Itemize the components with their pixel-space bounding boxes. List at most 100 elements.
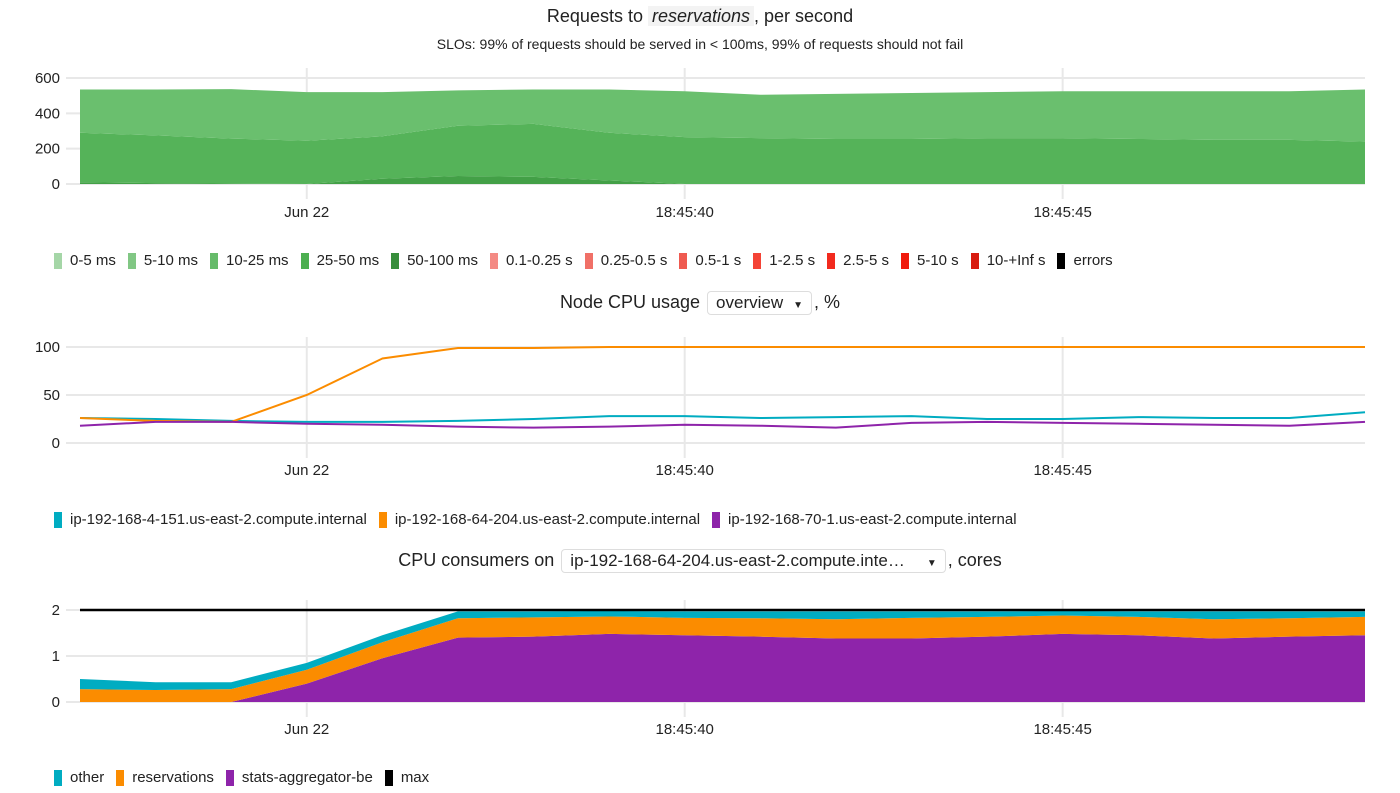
title-suffix: , % [814,292,841,312]
requests-chart-title: Requests to reservations, per second [0,6,1400,27]
legend-swatch [54,769,62,786]
legend-item[interactable]: stats-aggregator-be [225,769,373,786]
requests-legend: 0-5 ms 5-10 ms 10-25 ms 25-50 ms 50-100 ms 0.… [54,252,1125,269]
legend-label: 5-10 s [916,252,959,269]
node-cpu-selector[interactable]: overview ▼ [707,291,813,315]
node-selector[interactable]: ip-192-168-64-204.us-east-2.compute.inte… [561,549,946,573]
legend-label: ip-192-168-64-204.us-east-2.compute.inte… [394,511,701,528]
legend-swatch [679,252,688,269]
area-10-25-ms [80,89,1365,142]
area-50-100-ms [80,176,1365,184]
legend-swatch [378,511,387,528]
legend-label: 0-5 ms [70,252,116,269]
legend-label: 50-100 ms [407,252,478,269]
y-tick-label: 0 [52,435,60,452]
legend-item[interactable]: other [54,769,104,786]
legend-swatch [116,769,125,786]
legend-label: 25-50 ms [316,252,380,269]
legend-swatch [54,511,62,528]
x-tick-label: 18:45:45 [1033,462,1091,479]
legend-label: 0.5-1 s [695,252,742,269]
y-tick-label: 50 [43,387,60,404]
legend-item[interactable]: 0.25-0.5 s [584,252,668,269]
y-tick-label: 2 [52,602,60,619]
area-reservations [80,615,1365,702]
legend-label: 0.1-0.25 s [505,252,573,269]
legend-label: 1-2.5 s [769,252,816,269]
legend-label: 5-10 ms [143,252,199,269]
legend-label: 0.25-0.5 s [600,252,668,269]
legend-swatch [225,769,234,786]
y-tick-label: 600 [35,70,60,87]
x-tick-label: Jun 22 [284,462,329,479]
y-tick-label: 100 [35,339,60,356]
legend-item[interactable]: reservations [116,769,214,786]
x-tick-label: 18:45:40 [656,721,714,738]
legend-item[interactable]: 5-10 ms [127,252,199,269]
legend-item[interactable]: 10-+Inf s [970,252,1046,269]
legend-swatch [489,252,498,269]
cpu-consumers-legend: other reservations stats-aggregator-be max [54,769,441,786]
legend-swatch [900,252,909,269]
slo-subtitle: SLOs: 99% of requests should be served i… [436,36,964,52]
legend-label: stats-aggregator-be [241,769,373,786]
legend-swatch [127,252,136,269]
legend-label: other [70,769,105,786]
title-text: Node CPU usage [559,292,701,312]
title-prefix: Requests to [546,6,643,26]
legend-label: 10-+Inf s [986,252,1046,269]
y-tick-label: 200 [35,141,60,158]
legend-item[interactable]: ip-192-168-64-204.us-east-2.compute.inte… [378,511,701,528]
node-cpu-title: Node CPU usage overview ▼ , % [0,291,1400,315]
legend-swatch [210,252,219,269]
x-tick-label: 18:45:40 [656,462,714,479]
legend-swatch [712,511,721,528]
legend-item[interactable]: max [384,769,430,786]
legend-swatch [54,252,62,269]
legend-item[interactable]: ip-192-168-4-151.us-east-2.compute.inter… [54,511,367,528]
legend-item[interactable]: 5-10 s [900,252,959,269]
legend-item[interactable]: 25-50 ms [300,252,380,269]
legend-swatch [970,252,979,269]
x-tick-label: 18:45:40 [656,204,714,221]
area-other [80,610,1365,691]
legend-item[interactable]: 50-100 ms [391,252,478,269]
legend-swatch [753,252,762,269]
caret-down-icon: ▼ [793,300,804,311]
legend-label: 10-25 ms [226,252,289,269]
selector-value: ip-192-168-64-204.us-east-2.compute.inte… [570,551,905,570]
y-tick-label: 0 [52,176,60,193]
legend-item[interactable]: 0.1-0.25 s [489,252,573,269]
legend-item[interactable]: 2.5-5 s [827,252,889,269]
legend-label: 2.5-5 s [843,252,889,269]
legend-label: max [400,769,430,786]
title-suffix: , per second [754,6,854,26]
legend-label: ip-192-168-70-1.us-east-2.compute.intern… [728,511,1017,528]
x-tick-label: 18:45:45 [1033,721,1091,738]
legend-item[interactable]: 0-5 ms [54,252,116,269]
x-tick-label: 18:45:45 [1033,204,1091,221]
legend-item[interactable]: 1-2.5 s [753,252,815,269]
y-tick-label: 1 [52,648,60,665]
legend-item[interactable]: ip-192-168-70-1.us-east-2.compute.intern… [712,511,1017,528]
legend-swatch [827,252,836,269]
legend-item[interactable]: errors [1057,252,1113,269]
title-suffix: , cores [947,550,1002,570]
legend-item[interactable]: 0.5-1 s [679,252,741,269]
legend-label: errors [1073,252,1113,269]
legend-swatch [384,769,393,786]
legend-label: ip-192-168-4-151.us-east-2.compute.inter… [70,511,367,528]
legend-item[interactable]: 10-25 ms [210,252,289,269]
service-name: reservations [647,6,755,26]
y-tick-label: 400 [35,105,60,122]
series-line [79,346,1365,423]
area-stats-aggregator-be [80,633,1365,702]
title-text: CPU consumers on [398,550,555,570]
legend-swatch [391,252,400,269]
legend-swatch [1057,252,1066,269]
legend-label: reservations [132,769,214,786]
y-tick-label: 0 [52,694,60,711]
area-25-50-ms [80,123,1365,184]
node-cpu-legend: ip-192-168-4-151.us-east-2.compute.inter… [54,511,1029,528]
requests-chart: 0 200 400 600 Jun 22 18:45:40 18:45:45 [35,68,1365,221]
